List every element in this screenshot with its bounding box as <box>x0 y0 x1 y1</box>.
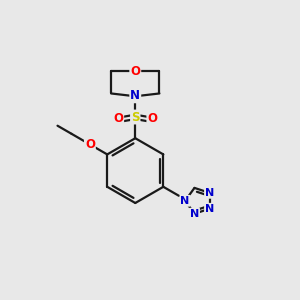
Text: O: O <box>147 112 158 125</box>
Text: O: O <box>85 138 95 151</box>
Text: N: N <box>181 196 190 206</box>
Text: S: S <box>131 110 140 124</box>
Text: O: O <box>113 112 123 125</box>
Text: O: O <box>130 65 140 78</box>
Text: N: N <box>205 188 214 198</box>
Text: N: N <box>205 204 214 214</box>
Text: N: N <box>190 209 199 219</box>
Text: N: N <box>130 89 140 102</box>
